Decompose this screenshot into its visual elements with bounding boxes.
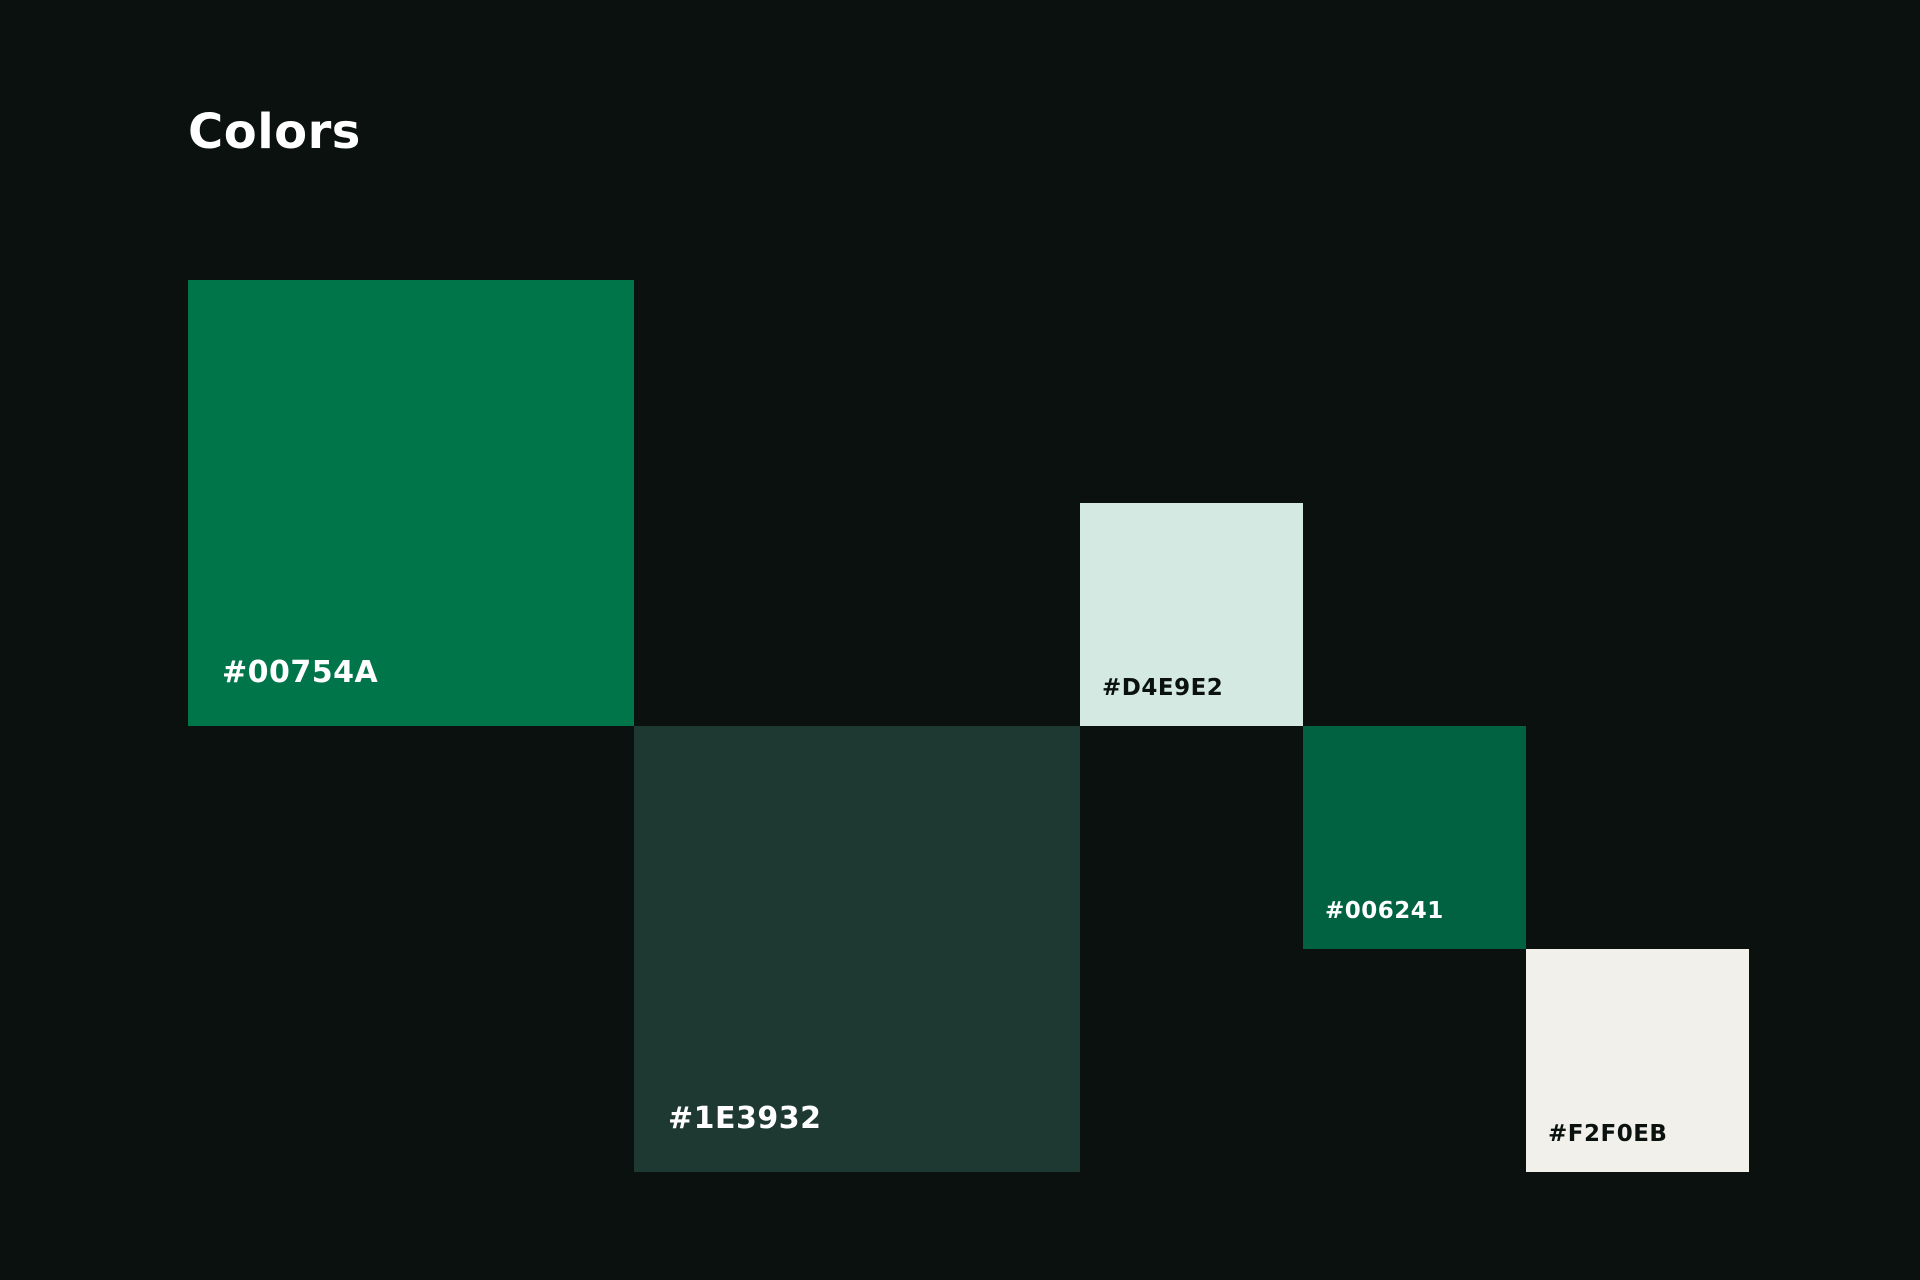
- color-swatch-primary-green: #00754A: [188, 280, 634, 726]
- color-swatch-accent-green: #006241: [1303, 726, 1526, 949]
- color-swatch-light-green: #D4E9E2: [1080, 503, 1303, 726]
- color-swatch-warm-neutral: #F2F0EB: [1526, 949, 1749, 1172]
- swatch-hex-label: #D4E9E2: [1102, 675, 1224, 701]
- swatch-hex-label: #1E3932: [668, 1101, 822, 1136]
- swatch-hex-label: #00754A: [222, 655, 379, 690]
- color-swatch-house-green: #1E3932: [634, 726, 1080, 1172]
- swatch-hex-label: #F2F0EB: [1548, 1121, 1668, 1147]
- page-title: Colors: [188, 104, 361, 160]
- swatch-hex-label: #006241: [1325, 898, 1444, 924]
